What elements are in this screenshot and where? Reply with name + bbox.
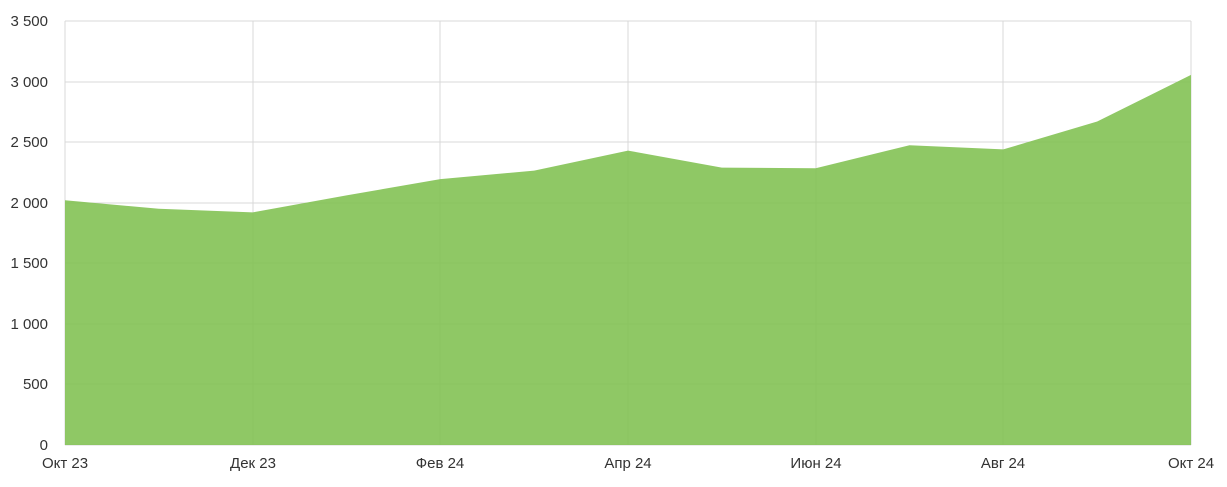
x-axis-tick-label: Окт 24 bbox=[1168, 455, 1214, 472]
x-axis-labels: Окт 23 Дек 23 Фев 24 Апр 24 Июн 24 Авг 24 Окт … bbox=[42, 455, 1214, 472]
y-axis-tick-label: 2 500 bbox=[10, 134, 48, 151]
x-axis-tick-label: Апр 24 bbox=[604, 455, 651, 472]
x-axis-tick-label: Фев 24 bbox=[416, 455, 465, 472]
y-axis-tick-label: 3 500 bbox=[10, 13, 48, 30]
x-axis-tick-label: Окт 23 bbox=[42, 455, 88, 472]
area-series bbox=[65, 74, 1191, 446]
x-axis-tick-label: Дек 23 bbox=[230, 455, 276, 472]
x-axis-tick-label: Июн 24 bbox=[790, 455, 841, 472]
y-axis-tick-label: 3 000 bbox=[10, 74, 48, 91]
y-axis-tick-label: 1 500 bbox=[10, 255, 48, 272]
y-axis-tick-label: 1 000 bbox=[10, 316, 48, 333]
y-axis-tick-label: 2 000 bbox=[10, 195, 48, 212]
x-axis-tick-label: Авг 24 bbox=[981, 455, 1025, 472]
y-axis-tick-label: 0 bbox=[40, 437, 48, 454]
y-axis-labels: 0 500 1 000 1 500 2 000 2 500 3 000 3 500 bbox=[10, 13, 48, 454]
y-axis-tick-label: 500 bbox=[23, 376, 48, 393]
